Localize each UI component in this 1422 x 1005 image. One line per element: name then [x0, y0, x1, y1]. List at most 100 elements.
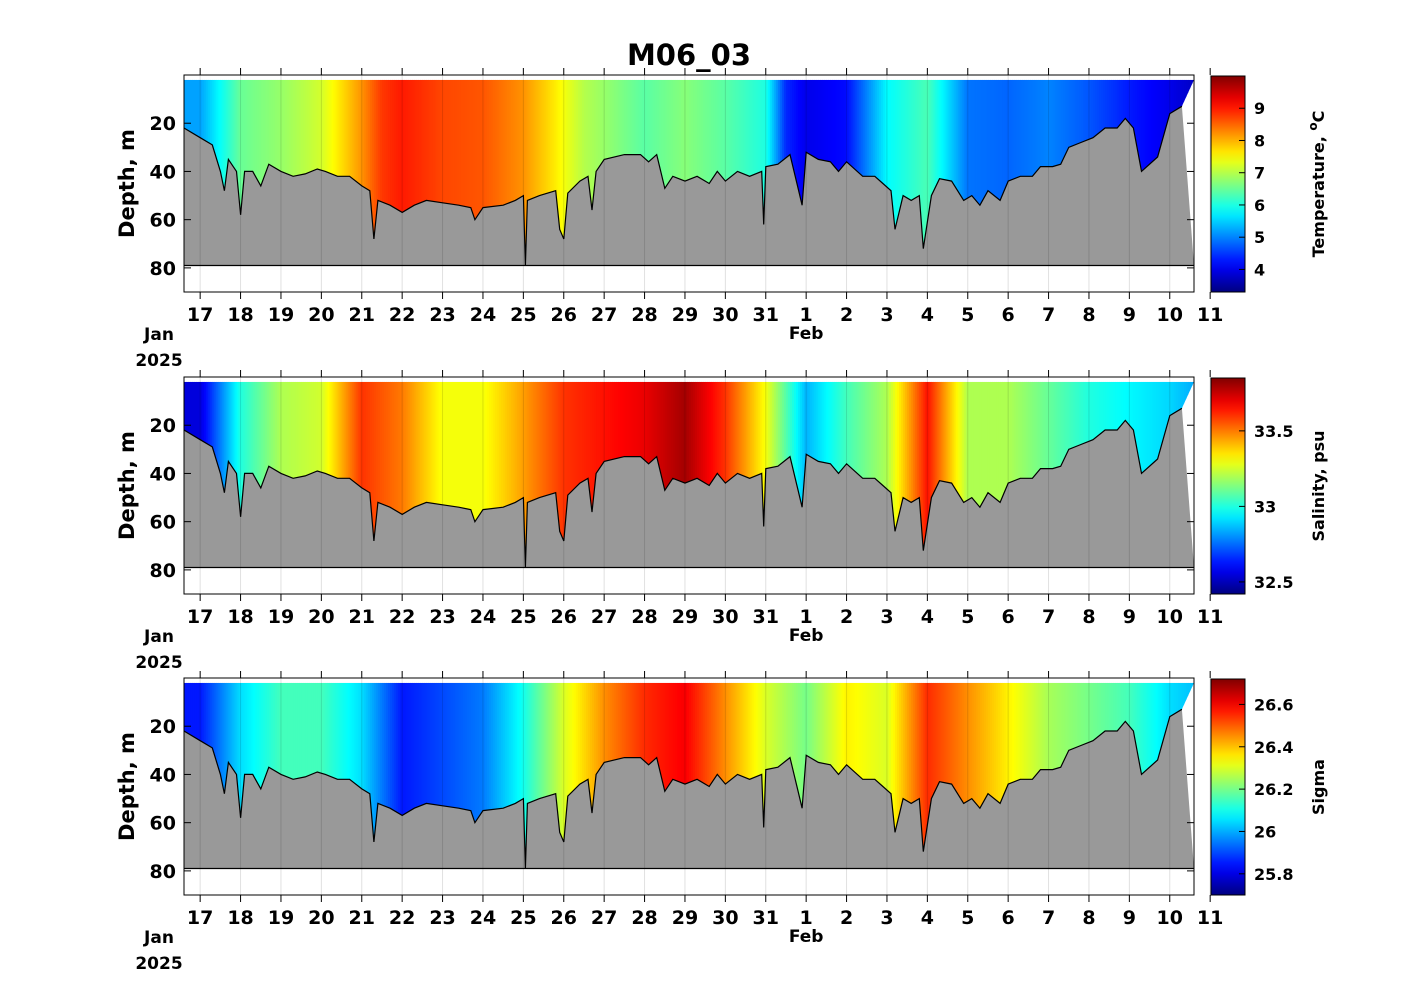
axes-frame: [183, 677, 1195, 896]
colorbar-tick-label: 32.5: [1254, 573, 1293, 592]
heatmap-strip: [1006, 682, 1009, 869]
heatmap-strip: [487, 79, 490, 266]
x-tick-label: 5: [961, 907, 974, 929]
heatmap-strip: [369, 79, 373, 266]
heatmap-strip: [565, 381, 569, 568]
heatmap-strip: [539, 79, 543, 266]
heatmap-strip: [220, 79, 223, 266]
x-tick-label: 30: [712, 606, 738, 628]
heatmap-strip: [468, 682, 472, 869]
x-tick-label: 29: [672, 304, 698, 326]
heatmap-strip: [590, 79, 593, 266]
heatmap-strip: [476, 682, 480, 869]
heatmap-strip: [581, 682, 585, 869]
heatmap-strip: [1026, 381, 1029, 568]
heatmap-strip: [719, 381, 722, 568]
heatmap-strip: [529, 79, 533, 266]
x-tick-label: 3: [880, 304, 893, 326]
heatmap-strip: [899, 682, 902, 869]
heatmap-strip: [353, 79, 357, 266]
x-tick-label: 30: [712, 907, 738, 929]
heatmap-strip: [895, 682, 898, 869]
heatmap-strip: [406, 79, 409, 266]
heatmap-strip: [400, 381, 403, 568]
heatmap-strip: [289, 682, 292, 869]
heatmap-strip: [525, 381, 528, 568]
heatmap-strip: [466, 682, 470, 869]
heatmap-strip: [725, 381, 728, 568]
heatmap-strip: [353, 381, 357, 568]
heatmap-strip: [436, 682, 440, 869]
heatmap-strip: [491, 381, 494, 568]
heatmap-strip: [452, 79, 456, 266]
heatmap-strip: [711, 682, 714, 869]
heatmap-strip: [998, 682, 1001, 869]
heatmap-strip: [796, 79, 799, 266]
x-tick-label: 24: [470, 907, 496, 929]
heatmap-strip: [996, 682, 999, 869]
heatmap-strip: [1020, 682, 1023, 869]
heatmap-strip: [701, 381, 704, 568]
heatmap-strip: [373, 682, 377, 869]
heatmap-strip: [383, 79, 387, 266]
heatmap-strip: [337, 381, 341, 568]
heatmap-strip: [959, 682, 963, 869]
heatmap-strip: [662, 79, 666, 266]
heatmap-strip: [927, 381, 930, 568]
x-tick-label: 26: [551, 606, 577, 628]
heatmap-strip: [381, 381, 385, 568]
heatmap-strip: [1032, 79, 1036, 266]
heatmap-strip: [377, 79, 381, 266]
heatmap-strip: [531, 381, 535, 568]
heatmap-strip: [588, 381, 591, 568]
heatmap-strip: [575, 79, 579, 266]
heatmap-strip: [884, 381, 888, 568]
heatmap-strip: [862, 381, 866, 568]
heatmap-strip: [880, 79, 884, 266]
heatmap-strip: [541, 79, 545, 266]
heatmap-strip: [1030, 682, 1033, 869]
heatmap-strip: [262, 79, 266, 266]
heatmap-strip: [260, 79, 264, 266]
x-tick-label: 2: [840, 907, 853, 929]
heatmap-strip: [1002, 79, 1005, 266]
heatmap-strip: [428, 682, 432, 869]
heatmap-strip: [579, 682, 583, 869]
heatmap-strip: [1008, 682, 1011, 869]
heatmap-strip: [301, 381, 304, 568]
heatmap-strip: [456, 381, 460, 568]
heatmap-strip: [480, 79, 484, 266]
heatmap-strip: [472, 79, 476, 266]
heatmap-strip: [392, 79, 395, 266]
heatmap-strip: [285, 682, 288, 869]
heatmap-strip: [478, 682, 482, 869]
heatmap-strip: [1024, 682, 1027, 869]
heatmap-strip: [545, 381, 549, 568]
heatmap-strip: [1006, 381, 1009, 568]
heatmap-strip: [1018, 381, 1021, 568]
heatmap-strip: [295, 79, 298, 266]
heatmap-strip: [880, 682, 884, 869]
heatmap-strip: [478, 79, 482, 266]
heatmap-strip: [256, 381, 260, 568]
heatmap-strip: [945, 682, 949, 869]
heatmap-strip: [707, 381, 710, 568]
heatmap-strip: [386, 79, 389, 266]
heatmap-strip: [1024, 381, 1027, 568]
heatmap-strip: [971, 79, 975, 266]
heatmap-strip: [335, 682, 339, 869]
heatmap-strip: [402, 682, 405, 869]
heatmap-strip: [965, 682, 969, 869]
month-label-jan: Jan: [143, 928, 174, 948]
heatmap-strip: [983, 381, 987, 568]
heatmap-strip: [893, 79, 896, 266]
heatmap-strip: [341, 79, 345, 266]
heatmap-strip: [802, 381, 805, 568]
x-tick-label: 1: [800, 907, 813, 929]
heatmap-strip: [339, 381, 343, 568]
x-tick-label: 8: [1082, 907, 1095, 929]
x-tick-label: 4: [921, 606, 934, 628]
heatmap-strip: [476, 381, 480, 568]
heatmap-strip: [901, 682, 904, 869]
heatmap-strip: [220, 682, 223, 869]
